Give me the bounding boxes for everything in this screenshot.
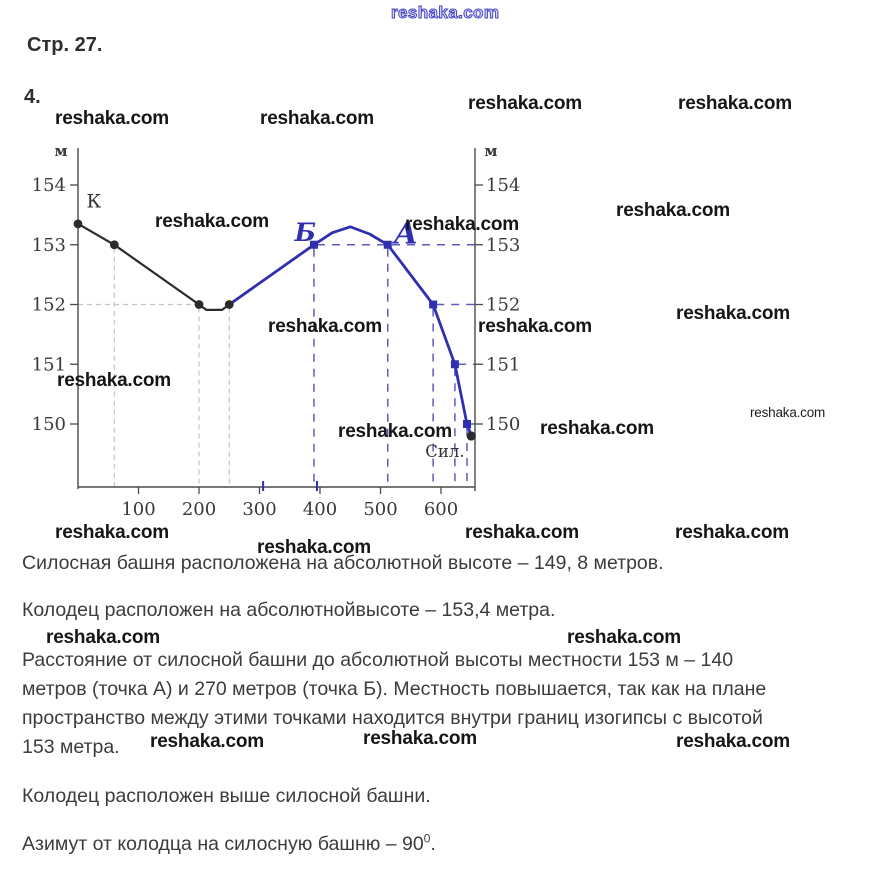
answer-comparison: Колодец расположен выше силосной башни.: [22, 785, 431, 807]
watermark: reshaka.com: [268, 316, 382, 337]
answer-distance-line: метров (точка А) и 270 метров (точка Б).…: [22, 678, 767, 700]
svg-text:151: 151: [32, 354, 66, 375]
watermark: reshaka.com: [57, 370, 171, 391]
answer-well-height: Колодец расположен на абсолютнойвысоте –…: [22, 599, 556, 621]
svg-text:150: 150: [32, 414, 66, 435]
profile-point-markers: [73, 219, 476, 441]
watermark: reshaka.com: [676, 303, 790, 324]
svg-text:100: 100: [121, 499, 155, 520]
svg-text:154: 154: [486, 175, 520, 196]
svg-text:Сил.: Сил.: [425, 442, 464, 461]
svg-text:152: 152: [32, 295, 66, 316]
answer-azimuth: Азимут от колодца на силосную башню – 90…: [22, 830, 436, 859]
profile-east-blue-pen: [227, 225, 473, 438]
watermark: reshaka.com: [750, 405, 826, 420]
watermark: reshaka.com: [363, 728, 477, 749]
watermark: reshaka.com: [478, 316, 592, 337]
gray-guide-lines: [78, 247, 230, 487]
watermark: reshaka.com: [55, 108, 169, 129]
azimuth-degree-superscript: 0: [423, 831, 431, 846]
page-heading: Стр. 27.: [27, 34, 103, 56]
svg-text:152: 152: [486, 295, 520, 316]
svg-text:500: 500: [363, 499, 397, 520]
watermark: reshaka.com: [676, 731, 790, 752]
answer-distance-line: пространство между этими точками находит…: [22, 707, 763, 729]
watermark: reshaka.com: [567, 627, 681, 648]
svg-text:400: 400: [303, 499, 337, 520]
answer-distance: Расстояние от силосной башни до абсолютн…: [22, 646, 766, 762]
y-axis-ticks: 154 154 153 153 152 152 151 151 150 150 м м: [32, 142, 521, 435]
answer-azimuth-period: .: [430, 833, 436, 855]
watermark: reshaka.com: [46, 627, 160, 648]
svg-text:153: 153: [486, 235, 520, 256]
watermark: reshaka.com: [616, 200, 730, 221]
answer-azimuth-text: Азимут от колодца на силосную башню – 90: [22, 833, 424, 855]
watermark: reshaka.com: [678, 93, 792, 114]
watermark: reshaka.com: [540, 418, 654, 439]
svg-text:154: 154: [32, 175, 66, 196]
answer-silo-height: Силосная башня расположена на абсолютной…: [22, 552, 664, 574]
watermark: reshaka.com: [338, 421, 452, 442]
profile-point-labels: К Б А Сил.: [86, 191, 464, 461]
svg-text:К: К: [86, 191, 101, 213]
svg-text:А: А: [392, 217, 418, 252]
svg-text:Б: Б: [294, 218, 316, 247]
watermark: reshaka.com: [405, 214, 519, 235]
x-axis-ticks: 100 200 300 400 500 600: [121, 481, 458, 520]
watermark: reshaka.com: [468, 93, 582, 114]
answer-distance-line: Расстояние от силосной башни до абсолютн…: [22, 649, 734, 671]
svg-text:300: 300: [242, 499, 276, 520]
svg-text:153: 153: [32, 235, 66, 256]
svg-text:600: 600: [424, 499, 458, 520]
svg-text:150: 150: [486, 414, 520, 435]
svg-text:200: 200: [182, 499, 216, 520]
question-number: 4.: [24, 86, 41, 108]
watermark: reshaka.com: [155, 211, 269, 232]
elevation-profile-chart: 154 154 153 153 152 152 151 151 150 150 м м 100 200 30…: [32, 142, 521, 520]
svg-text:м: м: [484, 142, 497, 160]
watermark: reshaka.com: [675, 522, 789, 543]
answer-distance-line: 153 метра.: [22, 736, 120, 758]
site-logo-watermark: reshaka.com: [390, 3, 500, 23]
svg-text:151: 151: [486, 354, 520, 375]
svg-text:м: м: [54, 142, 67, 160]
profile-west-black: [76, 222, 231, 311]
watermark: reshaka.com: [257, 537, 371, 558]
watermark: reshaka.com: [55, 522, 169, 543]
watermark: reshaka.com: [150, 731, 264, 752]
watermark: reshaka.com: [465, 522, 579, 543]
watermark: reshaka.com: [260, 108, 374, 129]
